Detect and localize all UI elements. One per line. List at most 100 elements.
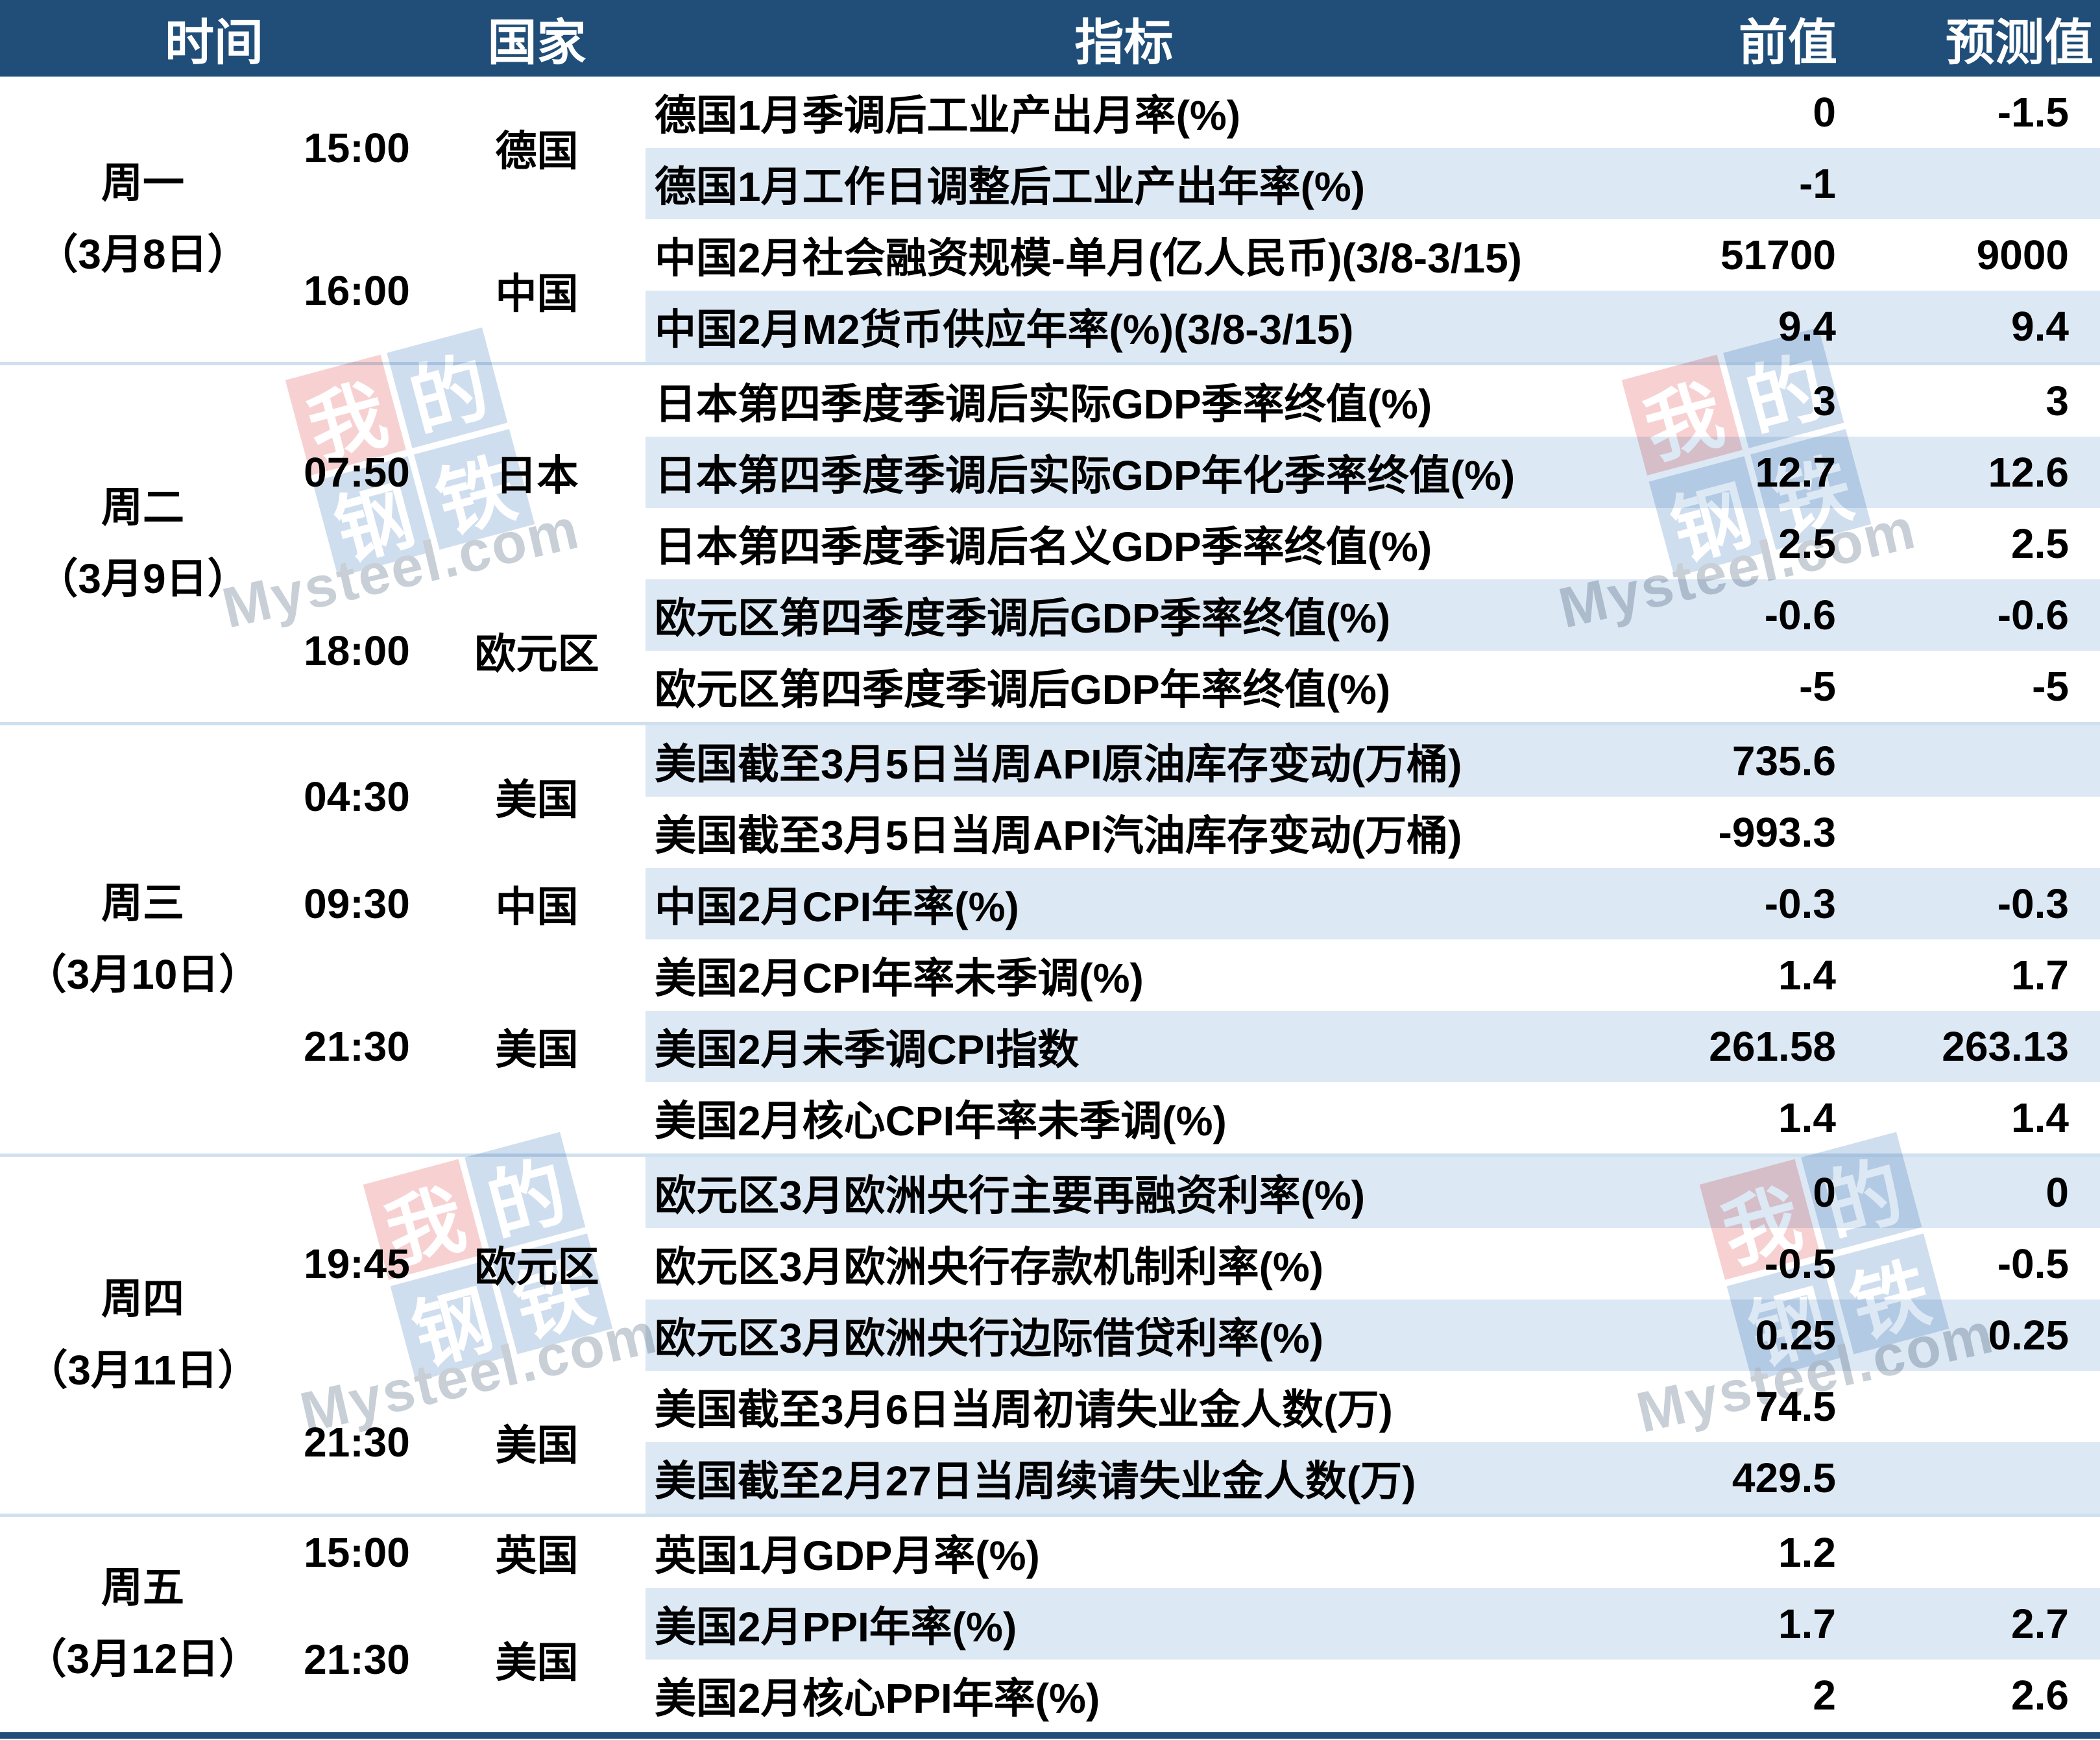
indicator-cell: 欧元区第四季度季调后GDP年率终值(%) [646, 651, 1602, 722]
forecast-value-cell [1855, 148, 2100, 219]
weekday-label: 周一 [101, 160, 184, 207]
weekday-label: 周五 [101, 1564, 184, 1612]
forecast-value-cell: 2.7 [1855, 1588, 2100, 1660]
previous-value-cell: 0.25 [1602, 1299, 1855, 1371]
table-row: 21:30 美国 美国2月PPI年率(%) 1.7 2.7 [0, 1588, 2100, 1731]
header-indicator: 指标 [646, 0, 1602, 77]
table-row: 欧元区第四季度季调后GDP年率终值(%) -5 -5 [0, 651, 2100, 722]
indicator-cell: 欧元区3月欧洲央行主要再融资利率(%) [646, 1157, 1602, 1228]
indicator-cell: 日本第四季度季调后名义GDP季率终值(%) [646, 508, 1602, 579]
table-row: 16:00 中国 中国2月社会融资规模-单月(亿人民币)(3/8-3/15) 5170… [0, 219, 2100, 362]
previous-value-cell: -0.6 [1602, 579, 1855, 651]
previous-value-cell: 1.4 [1602, 1082, 1855, 1154]
table-row: 周五 （3月12日） 15:00 英国 英国1月GDP月率(%) 1.2 [0, 1517, 2100, 1731]
previous-value-cell: 51700 [1602, 219, 1855, 291]
indicator-cell: 美国2月核心PPI年率(%) [646, 1660, 1602, 1731]
section-separator-cell [0, 362, 2100, 365]
country-cell: 美国 [428, 1588, 646, 1731]
day-cell: 周四 （3月11日） [0, 1157, 285, 1514]
time-cell: 15:00 [285, 1517, 428, 1588]
indicator-cell: 欧元区3月欧洲央行边际借贷利率(%) [646, 1299, 1602, 1371]
forecast-value-cell: 263.13 [1855, 1011, 2100, 1082]
header-forecast: 预测值 [1855, 0, 2100, 77]
date-label: （3月8日） [36, 231, 249, 278]
forecast-value-cell: 2.6 [1855, 1660, 2100, 1731]
previous-value-cell: 1.7 [1602, 1588, 1855, 1660]
indicator-cell: 中国2月M2货币供应年率(%)(3/8-3/15) [646, 291, 1602, 362]
indicator-cell: 德国1月季调后工业产出月率(%) [646, 77, 1602, 148]
table-row: 21:30 美国 美国截至3月6日当周初请失业金人数(万) 74.5 [0, 1371, 2100, 1514]
indicator-cell: 欧元区第四季度季调后GDP季率终值(%) [646, 579, 1602, 651]
header-previous: 前值 [1602, 0, 1855, 77]
table-row: 美国截至2月27日当周续请失业金人数(万) 429.5 [0, 1442, 2100, 1514]
table-row: 日本第四季度季调后名义GDP季率终值(%) 2.5 2.5 [0, 508, 2100, 579]
weekday-label: 周二 [101, 484, 184, 531]
previous-value-cell: -0.5 [1602, 1228, 1855, 1299]
time-cell: 21:30 [285, 939, 428, 1154]
section-separator [0, 722, 2100, 725]
time-cell: 09:30 [285, 868, 428, 939]
forecast-value-cell [1855, 797, 2100, 868]
table-row: 09:30 中国 中国2月CPI年率(%) -0.3 -0.3 [0, 868, 2100, 939]
time-cell: 15:00 [285, 77, 428, 219]
time-cell: 19:45 [285, 1157, 428, 1371]
section-separator [0, 362, 2100, 365]
header-country: 国家 [428, 0, 646, 77]
time-cell: 16:00 [285, 219, 428, 362]
indicator-cell: 欧元区3月欧洲央行存款机制利率(%) [646, 1228, 1602, 1299]
indicator-cell: 美国2月CPI年率未季调(%) [646, 939, 1602, 1011]
previous-value-cell: 0 [1602, 1157, 1855, 1228]
table-row: 美国2月未季调CPI指数 261.58 263.13 [0, 1011, 2100, 1082]
previous-value-cell: -1 [1602, 148, 1855, 219]
country-cell: 中国 [428, 219, 646, 362]
country-cell: 德国 [428, 77, 646, 219]
previous-value-cell: 429.5 [1602, 1442, 1855, 1514]
indicator-cell: 美国截至3月5日当周API汽油库存变动(万桶) [646, 797, 1602, 868]
section-separator [0, 1514, 2100, 1517]
day-cell: 周三 （3月10日） [0, 725, 285, 1154]
previous-value-cell: -993.3 [1602, 797, 1855, 868]
date-label: （3月9日） [36, 555, 249, 602]
previous-value-cell: 2 [1602, 1660, 1855, 1731]
forecast-value-cell: 0.25 [1855, 1299, 2100, 1371]
day-cell: 周二 （3月9日） [0, 365, 285, 722]
country-cell: 美国 [428, 725, 646, 868]
forecast-value-cell: 3 [1855, 365, 2100, 437]
forecast-value-cell [1855, 1371, 2100, 1442]
forecast-value-cell: 2.5 [1855, 508, 2100, 579]
time-cell: 04:30 [285, 725, 428, 868]
time-cell: 21:30 [285, 1588, 428, 1731]
forecast-value-cell [1855, 1442, 2100, 1514]
table-row: 周一 （3月8日） 15:00 德国 德国1月季调后工业产出月率(%) 0 -1.5 [0, 77, 2100, 362]
forecast-value-cell: 9000 [1855, 219, 2100, 291]
section-separator-cell [0, 722, 2100, 725]
date-label: （3月10日） [25, 951, 261, 998]
weekday-label: 周三 [101, 880, 184, 927]
indicator-cell: 美国截至3月5日当周API原油库存变动(万桶) [646, 725, 1602, 797]
section-separator-cell [0, 1154, 2100, 1157]
indicator-cell: 美国2月未季调CPI指数 [646, 1011, 1602, 1082]
previous-value-cell: 2.5 [1602, 508, 1855, 579]
table-row: 美国2月核心CPI年率未季调(%) 1.4 1.4 [0, 1082, 2100, 1154]
indicator-cell: 美国截至2月27日当周续请失业金人数(万) [646, 1442, 1602, 1514]
previous-value-cell: 735.6 [1602, 725, 1855, 797]
forecast-value-cell: 0 [1855, 1157, 2100, 1228]
forecast-value-cell: 1.4 [1855, 1082, 2100, 1154]
forecast-value-cell: -5 [1855, 651, 2100, 722]
indicator-cell: 美国2月核心CPI年率未季调(%) [646, 1082, 1602, 1154]
day-cell: 周一 （3月8日） [0, 77, 285, 362]
header-time: 时间 [0, 0, 428, 77]
previous-value-cell: -5 [1602, 651, 1855, 722]
country-cell: 欧元区 [428, 579, 646, 722]
forecast-value-cell: -0.6 [1855, 579, 2100, 651]
table-row: 周四 （3月11日） 19:45 欧元区 欧元区3月欧洲央行主要再融资利率(%) 0 0 [0, 1157, 2100, 1514]
country-cell: 中国 [428, 868, 646, 939]
indicator-cell: 日本第四季度季调后实际GDP季率终值(%) [646, 365, 1602, 437]
table-row: 18:00 欧元区 欧元区第四季度季调后GDP季率终值(%) -0.6 -0.6 [0, 579, 2100, 722]
forecast-value-cell: -0.5 [1855, 1228, 2100, 1299]
previous-value-cell: 261.58 [1602, 1011, 1855, 1082]
previous-value-cell: 1.2 [1602, 1517, 1855, 1588]
forecast-value-cell [1855, 725, 2100, 797]
header-row: 时间 国家 指标 前值 预测值 [0, 0, 2100, 77]
